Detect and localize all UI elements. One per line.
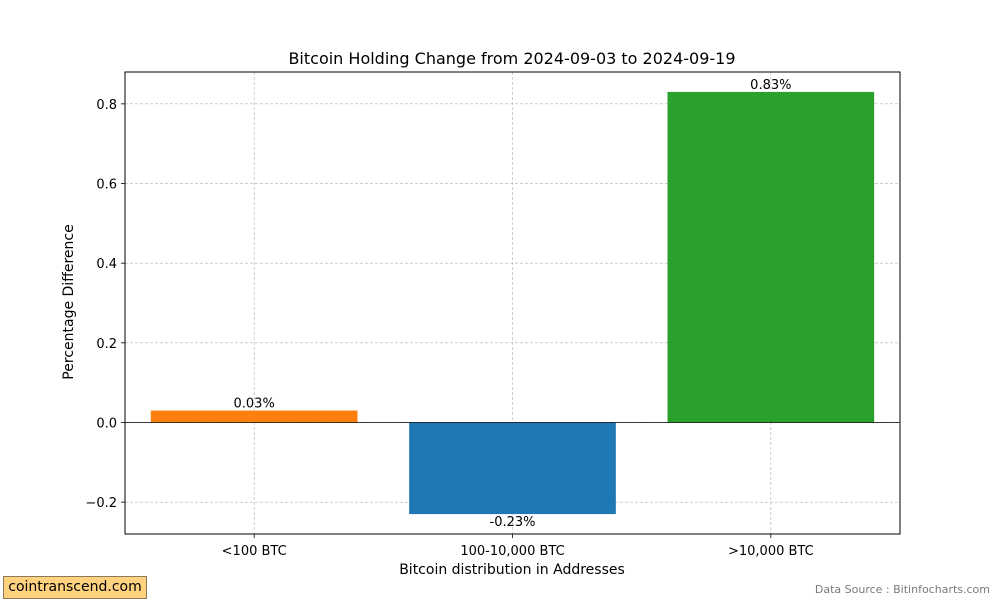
site-watermark: cointranscend.com	[3, 576, 147, 599]
axes: −0.2 0.0 0.2 0.4 0.6 0.8 <100 BTC 100-10,000 BT…	[85, 98, 813, 559]
bar-value-label: -0.23%	[490, 515, 536, 530]
data-source-note: Data Source : Bitinfocharts.com	[814, 583, 990, 596]
y-tick-label: 0.0	[96, 416, 117, 431]
x-tick-label: <100 BTC	[222, 544, 287, 559]
y-tick-label: 0.6	[96, 178, 117, 193]
x-axis-label: Bitcoin distribution in Addresses	[399, 562, 625, 578]
bars	[150, 91, 875, 515]
bar-value-label: 0.03%	[234, 397, 275, 412]
data-labels: 0.03% -0.23% 0.83%	[234, 78, 792, 530]
chart-title: Bitcoin Holding Change from 2024-09-03 t…	[288, 49, 735, 68]
bar	[409, 422, 616, 515]
y-axis-label: Percentage Difference	[61, 224, 77, 379]
y-tick-label: 0.4	[96, 257, 117, 272]
bar-value-label: 0.83%	[750, 78, 791, 93]
bar	[150, 410, 358, 423]
x-tick-label: 100-10,000 BTC	[460, 544, 564, 559]
x-tick-label: >10,000 BTC	[728, 544, 814, 559]
y-tick-label: 0.2	[96, 337, 117, 352]
y-tick-label: −0.2	[85, 496, 117, 511]
bar	[667, 91, 875, 423]
y-tick-label: 0.8	[96, 98, 117, 113]
